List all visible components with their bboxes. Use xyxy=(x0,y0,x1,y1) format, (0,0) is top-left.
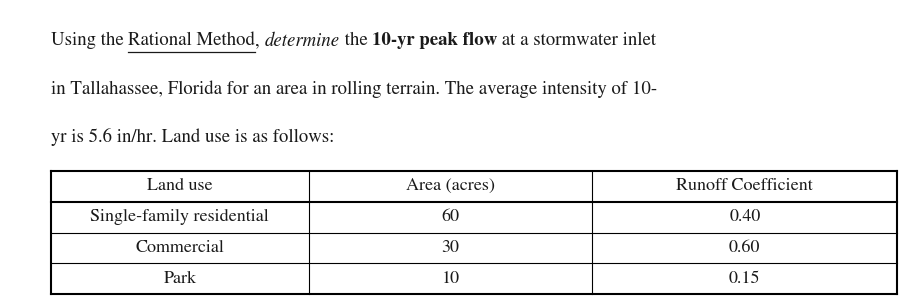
Text: determine: determine xyxy=(265,32,340,50)
Text: 10: 10 xyxy=(442,271,460,287)
Text: 30: 30 xyxy=(442,240,460,256)
Text: in Tallahassee, Florida for an area in rolling terrain. The average intensity of: in Tallahassee, Florida for an area in r… xyxy=(51,80,657,98)
Text: 10-yr peak flow: 10-yr peak flow xyxy=(372,32,497,49)
Text: 0.40: 0.40 xyxy=(729,209,761,225)
Text: ,: , xyxy=(255,32,265,49)
Text: Runoff Coefficient: Runoff Coefficient xyxy=(677,178,813,194)
Text: Land use: Land use xyxy=(147,178,212,194)
Text: 0.15: 0.15 xyxy=(729,271,761,287)
Text: Park: Park xyxy=(163,271,197,287)
Text: yr is 5.6 in/hr. Land use is as follows:: yr is 5.6 in/hr. Land use is as follows: xyxy=(51,128,334,146)
Text: 60: 60 xyxy=(442,209,460,225)
Text: the: the xyxy=(340,32,372,49)
Text: Single-family residential: Single-family residential xyxy=(90,209,270,225)
Text: Commercial: Commercial xyxy=(136,240,224,256)
Text: Using the: Using the xyxy=(51,32,128,49)
Text: at a stormwater inlet: at a stormwater inlet xyxy=(497,32,656,49)
Text: Area (acres): Area (acres) xyxy=(406,178,495,194)
Text: Rational Method: Rational Method xyxy=(128,32,255,49)
Text: 0.60: 0.60 xyxy=(729,240,761,256)
